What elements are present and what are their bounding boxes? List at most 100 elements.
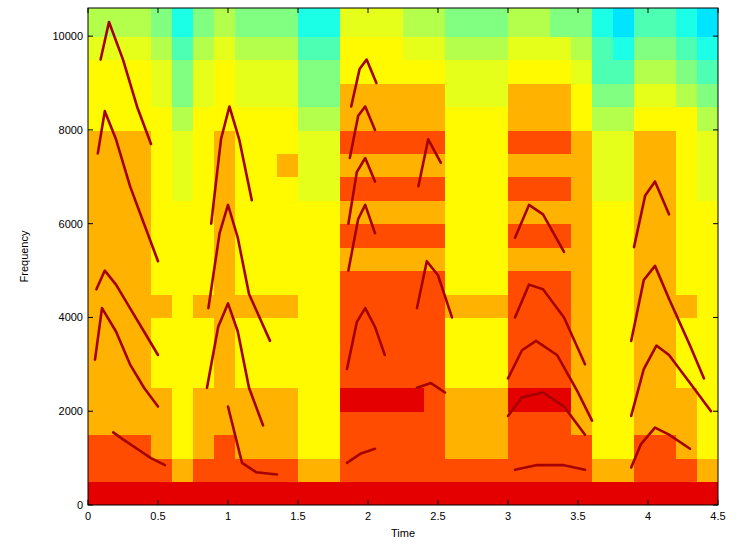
heatmap-cell — [403, 388, 425, 412]
heatmap-cell — [277, 411, 299, 435]
heatmap-cell — [487, 153, 509, 177]
heatmap-cell — [445, 177, 467, 201]
heatmap-cell — [277, 341, 299, 365]
heatmap-cell — [214, 341, 236, 365]
harmonic-line — [631, 346, 711, 416]
heatmap-cell — [445, 317, 467, 341]
heatmap-cell — [403, 106, 425, 130]
y-tick-label: 8000 — [59, 124, 83, 136]
heatmap-cell — [529, 247, 551, 271]
heatmap-cell — [508, 8, 530, 37]
heatmap-cell — [592, 83, 614, 107]
heatmap-cell — [424, 36, 446, 60]
x-tick-label: 4.5 — [710, 510, 725, 522]
heatmap-cell — [172, 247, 194, 271]
heatmap-cell — [424, 8, 446, 37]
heatmap-cell — [130, 411, 152, 435]
heatmap-cell — [403, 294, 425, 318]
x-tick-label: 3 — [505, 510, 511, 522]
heatmap-cell — [235, 341, 257, 365]
heatmap-cell — [550, 482, 572, 505]
heatmap-cell — [550, 247, 572, 271]
heatmap-cell — [592, 458, 614, 482]
heatmap-cell — [319, 60, 341, 84]
heatmap-cell — [277, 200, 299, 224]
heatmap-cell — [592, 482, 614, 505]
heatmap-cell — [508, 36, 530, 60]
heatmap-cell — [424, 435, 446, 459]
heatmap-cell — [151, 458, 173, 482]
heatmap-cell — [445, 482, 467, 505]
heatmap-cell — [445, 364, 467, 388]
heatmap-cell — [571, 83, 593, 107]
heatmap-cell — [592, 317, 614, 341]
heatmap-cell — [613, 224, 635, 248]
heatmap-cell — [361, 83, 383, 107]
harmonic-line — [515, 285, 585, 365]
heatmap-cell — [466, 482, 488, 505]
y-tick — [88, 505, 93, 506]
heatmap-cell — [172, 130, 194, 154]
heatmap-cell — [298, 177, 320, 201]
heatmap-cell — [424, 247, 446, 271]
heatmap-cells — [88, 8, 718, 505]
heatmap-cell — [151, 435, 173, 459]
heatmap-cell — [214, 364, 236, 388]
heatmap-cell — [571, 200, 593, 224]
x-tick — [438, 500, 439, 505]
heatmap-cell — [256, 482, 278, 505]
heatmap-cell — [508, 153, 530, 177]
y-tick-label: 0 — [77, 499, 83, 511]
heatmap-cell — [445, 200, 467, 224]
heatmap-cell — [319, 435, 341, 459]
heatmap-cell — [277, 364, 299, 388]
heatmap-cell — [508, 317, 530, 341]
heatmap-cell — [298, 83, 320, 107]
heatmap-cell — [256, 388, 278, 412]
heatmap-cell — [550, 200, 572, 224]
heatmap-cell — [256, 153, 278, 177]
heatmap-cell — [487, 224, 509, 248]
heatmap-cell — [235, 8, 257, 37]
heatmap-cell — [613, 200, 635, 224]
heatmap-cell — [256, 247, 278, 271]
heatmap-cell — [382, 130, 404, 154]
heatmap-cell — [340, 294, 362, 318]
heatmap-cell — [550, 36, 572, 60]
heatmap-cell — [151, 83, 173, 107]
heatmap-cell — [193, 435, 215, 459]
heatmap-cell — [193, 153, 215, 177]
heatmap-cell — [403, 317, 425, 341]
heatmap-cell — [634, 317, 656, 341]
heatmap-cell — [88, 247, 110, 271]
heatmap-cell — [298, 36, 320, 60]
heatmap-cell — [592, 130, 614, 154]
y-tick — [88, 411, 93, 412]
heatmap-cell — [319, 411, 341, 435]
heatmap-cell — [550, 411, 572, 435]
heatmap-cell — [655, 153, 677, 177]
heatmap-cell — [403, 482, 425, 505]
heatmap-cell — [529, 36, 551, 60]
heatmap-cell — [235, 36, 257, 60]
heatmap-cell — [109, 83, 131, 107]
heatmap-cell — [424, 294, 446, 318]
y-tick-label: 10000 — [52, 30, 83, 42]
heatmap-cell — [655, 364, 677, 388]
harmonic-line — [417, 261, 452, 317]
heatmap-cell — [88, 153, 110, 177]
heatmap-cell — [634, 36, 656, 60]
y-tick — [88, 129, 93, 130]
heatmap-cell — [193, 458, 215, 482]
heatmap-cell — [613, 341, 635, 365]
heatmap-cell — [109, 388, 131, 412]
heatmap-cell — [613, 106, 635, 130]
heatmap-cell — [172, 482, 194, 505]
heatmap-cell — [382, 8, 404, 37]
heatmap-cell — [487, 294, 509, 318]
heatmap-cell — [529, 8, 551, 37]
y-tick-right — [713, 223, 718, 224]
heatmap-cell — [172, 83, 194, 107]
heatmap-cell — [277, 247, 299, 271]
heatmap-cell — [193, 482, 215, 505]
